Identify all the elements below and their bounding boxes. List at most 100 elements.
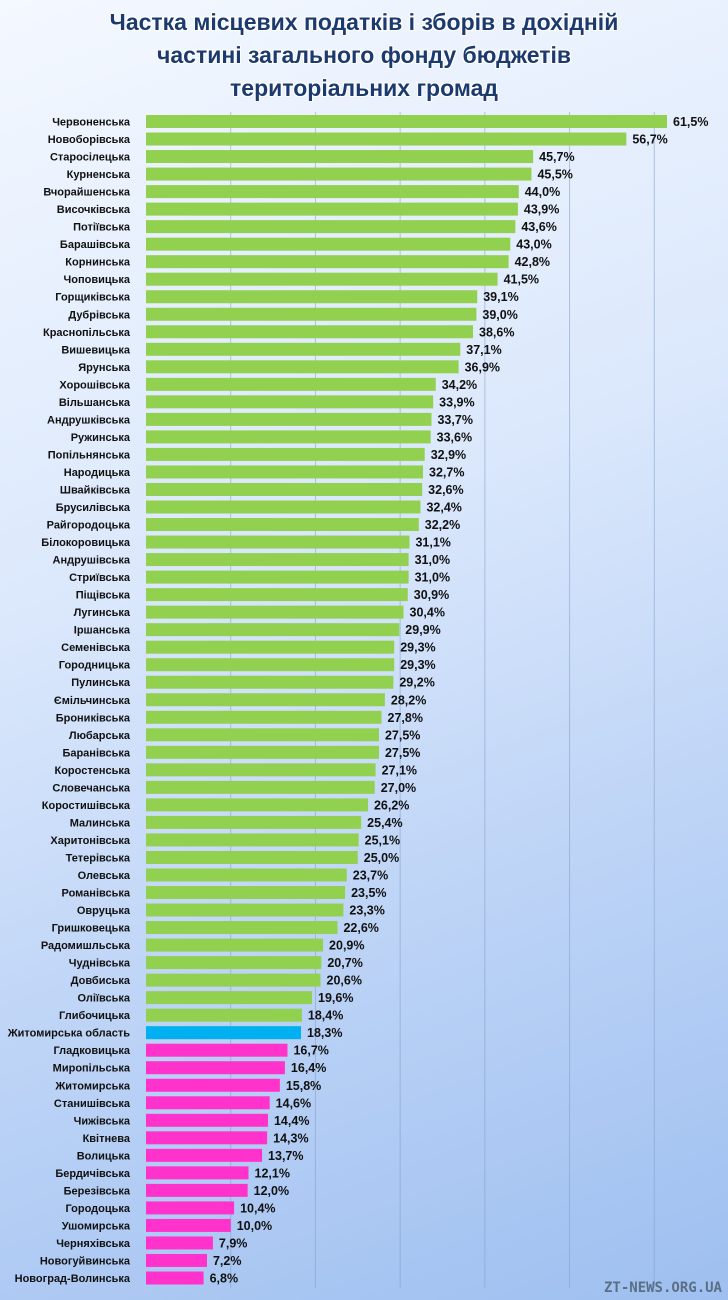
category-label-18: Андрушківська bbox=[47, 414, 131, 426]
value-label-23: 32,4% bbox=[426, 501, 461, 515]
value-label-37: 27,5% bbox=[385, 746, 420, 760]
value-label-20: 32,9% bbox=[431, 448, 466, 462]
bar-27 bbox=[146, 570, 409, 584]
value-label-27: 31,0% bbox=[415, 571, 450, 585]
value-label-33: 29,2% bbox=[399, 676, 434, 690]
category-label-60: Волицька bbox=[77, 1150, 131, 1162]
bar-39 bbox=[146, 780, 375, 794]
category-label-51: Оліївська bbox=[77, 993, 130, 1005]
category-label-17: Вільшанська bbox=[59, 397, 131, 409]
bar-14 bbox=[146, 342, 461, 356]
value-label-14: 37,1% bbox=[466, 343, 501, 357]
category-label-7: Потіївська bbox=[73, 222, 131, 234]
bar-45 bbox=[146, 886, 346, 899]
category-label-38: Коростенська bbox=[55, 765, 131, 777]
category-label-15: Ярунська bbox=[78, 362, 131, 374]
category-label-44: Олевська bbox=[78, 870, 131, 882]
category-label-53: Житомирська область bbox=[7, 1028, 131, 1040]
value-label-54: 16,7% bbox=[293, 1044, 328, 1058]
value-label-57: 14,6% bbox=[276, 1096, 311, 1110]
bar-50 bbox=[146, 973, 321, 987]
value-label-56: 15,8% bbox=[286, 1079, 321, 1093]
bar-4 bbox=[146, 167, 532, 181]
bar-1 bbox=[146, 115, 667, 128]
value-label-28: 30,9% bbox=[414, 588, 449, 602]
bar-53 bbox=[146, 1026, 302, 1040]
bar-12 bbox=[146, 307, 477, 321]
value-label-36: 27,5% bbox=[385, 728, 420, 742]
bar-13 bbox=[146, 325, 474, 339]
category-label-59: Квітнева bbox=[83, 1133, 131, 1145]
category-label-12: Дубрівська bbox=[68, 309, 131, 321]
category-label-2: Новоборівська bbox=[48, 134, 131, 146]
value-label-11: 39,1% bbox=[483, 290, 518, 304]
category-label-8: Барашівська bbox=[60, 239, 131, 251]
category-label-41: Малинська bbox=[70, 817, 131, 829]
bar-42 bbox=[146, 833, 359, 847]
value-label-55: 16,4% bbox=[291, 1061, 326, 1075]
value-label-10: 41,5% bbox=[504, 273, 539, 287]
bar-18 bbox=[146, 412, 432, 426]
bar-43 bbox=[146, 850, 358, 864]
bar-7 bbox=[146, 220, 516, 234]
bar-29 bbox=[146, 605, 404, 619]
category-label-52: Глибочицька bbox=[59, 1010, 131, 1022]
value-label-3: 45,7% bbox=[539, 150, 574, 164]
category-label-19: Ружинська bbox=[71, 432, 131, 444]
value-label-12: 39,0% bbox=[482, 308, 517, 322]
category-label-45: Романівська bbox=[62, 888, 131, 900]
value-label-24: 32,2% bbox=[425, 518, 460, 532]
value-label-46: 23,3% bbox=[349, 904, 384, 918]
bar-57 bbox=[146, 1096, 270, 1110]
bar-23 bbox=[146, 500, 421, 514]
category-label-67: Новоград-Волинська bbox=[15, 1273, 131, 1285]
category-label-66: Новогуйвинська bbox=[40, 1255, 131, 1267]
bar-47 bbox=[146, 921, 338, 935]
category-label-25: Білокоровицька bbox=[41, 537, 131, 549]
value-label-26: 31,0% bbox=[415, 553, 450, 567]
value-label-43: 25,0% bbox=[364, 851, 399, 865]
category-label-63: Городоцька bbox=[65, 1203, 130, 1215]
bar-22 bbox=[146, 482, 423, 496]
category-label-42: Харитонівська bbox=[50, 835, 130, 847]
bar-6 bbox=[146, 202, 518, 216]
bar-48 bbox=[146, 938, 324, 952]
category-label-28: Піщівська bbox=[76, 590, 131, 602]
bar-35 bbox=[146, 710, 382, 724]
category-label-37: Баранівська bbox=[62, 747, 130, 759]
bar-34 bbox=[146, 693, 385, 707]
value-label-31: 29,3% bbox=[400, 641, 435, 655]
bar-11 bbox=[146, 290, 478, 304]
bar-62 bbox=[146, 1183, 248, 1197]
value-label-18: 33,7% bbox=[437, 413, 472, 427]
category-label-11: Горщиківська bbox=[55, 292, 131, 304]
value-label-66: 7,2% bbox=[213, 1254, 242, 1268]
watermark: ZT-NEWS.ORG.UA bbox=[603, 1280, 722, 1296]
value-label-45: 23,5% bbox=[351, 886, 386, 900]
value-label-5: 44,0% bbox=[525, 185, 560, 199]
bar-8 bbox=[146, 237, 511, 251]
value-label-47: 22,6% bbox=[343, 921, 378, 935]
category-label-26: Андрушівська bbox=[53, 555, 131, 567]
category-label-22: Швайківська bbox=[60, 484, 131, 496]
value-label-19: 33,6% bbox=[437, 430, 472, 444]
category-label-62: Березівська bbox=[64, 1185, 131, 1197]
chart-title: Частка місцевих податків і зборів в дохі… bbox=[0, 6, 728, 105]
category-label-48: Радомишльська bbox=[41, 940, 131, 952]
category-label-32: Городницька bbox=[59, 660, 131, 672]
bar-59 bbox=[146, 1131, 268, 1145]
bar-56 bbox=[146, 1078, 280, 1092]
bar-44 bbox=[146, 868, 347, 882]
bar-51 bbox=[146, 991, 313, 1005]
value-label-13: 38,6% bbox=[479, 325, 514, 339]
bar-30 bbox=[146, 623, 400, 637]
bar-31 bbox=[146, 640, 395, 654]
value-label-4: 45,5% bbox=[537, 168, 572, 182]
chart-title-line-1: Частка місцевих податків і зборів в дохі… bbox=[109, 9, 619, 35]
category-label-1: Червоненська bbox=[52, 117, 131, 129]
category-label-10: Чоповицька bbox=[64, 274, 131, 286]
bar-63 bbox=[146, 1201, 235, 1215]
category-label-21: Народицька bbox=[64, 467, 131, 479]
bar-55 bbox=[146, 1061, 285, 1075]
value-label-17: 33,9% bbox=[439, 395, 474, 409]
